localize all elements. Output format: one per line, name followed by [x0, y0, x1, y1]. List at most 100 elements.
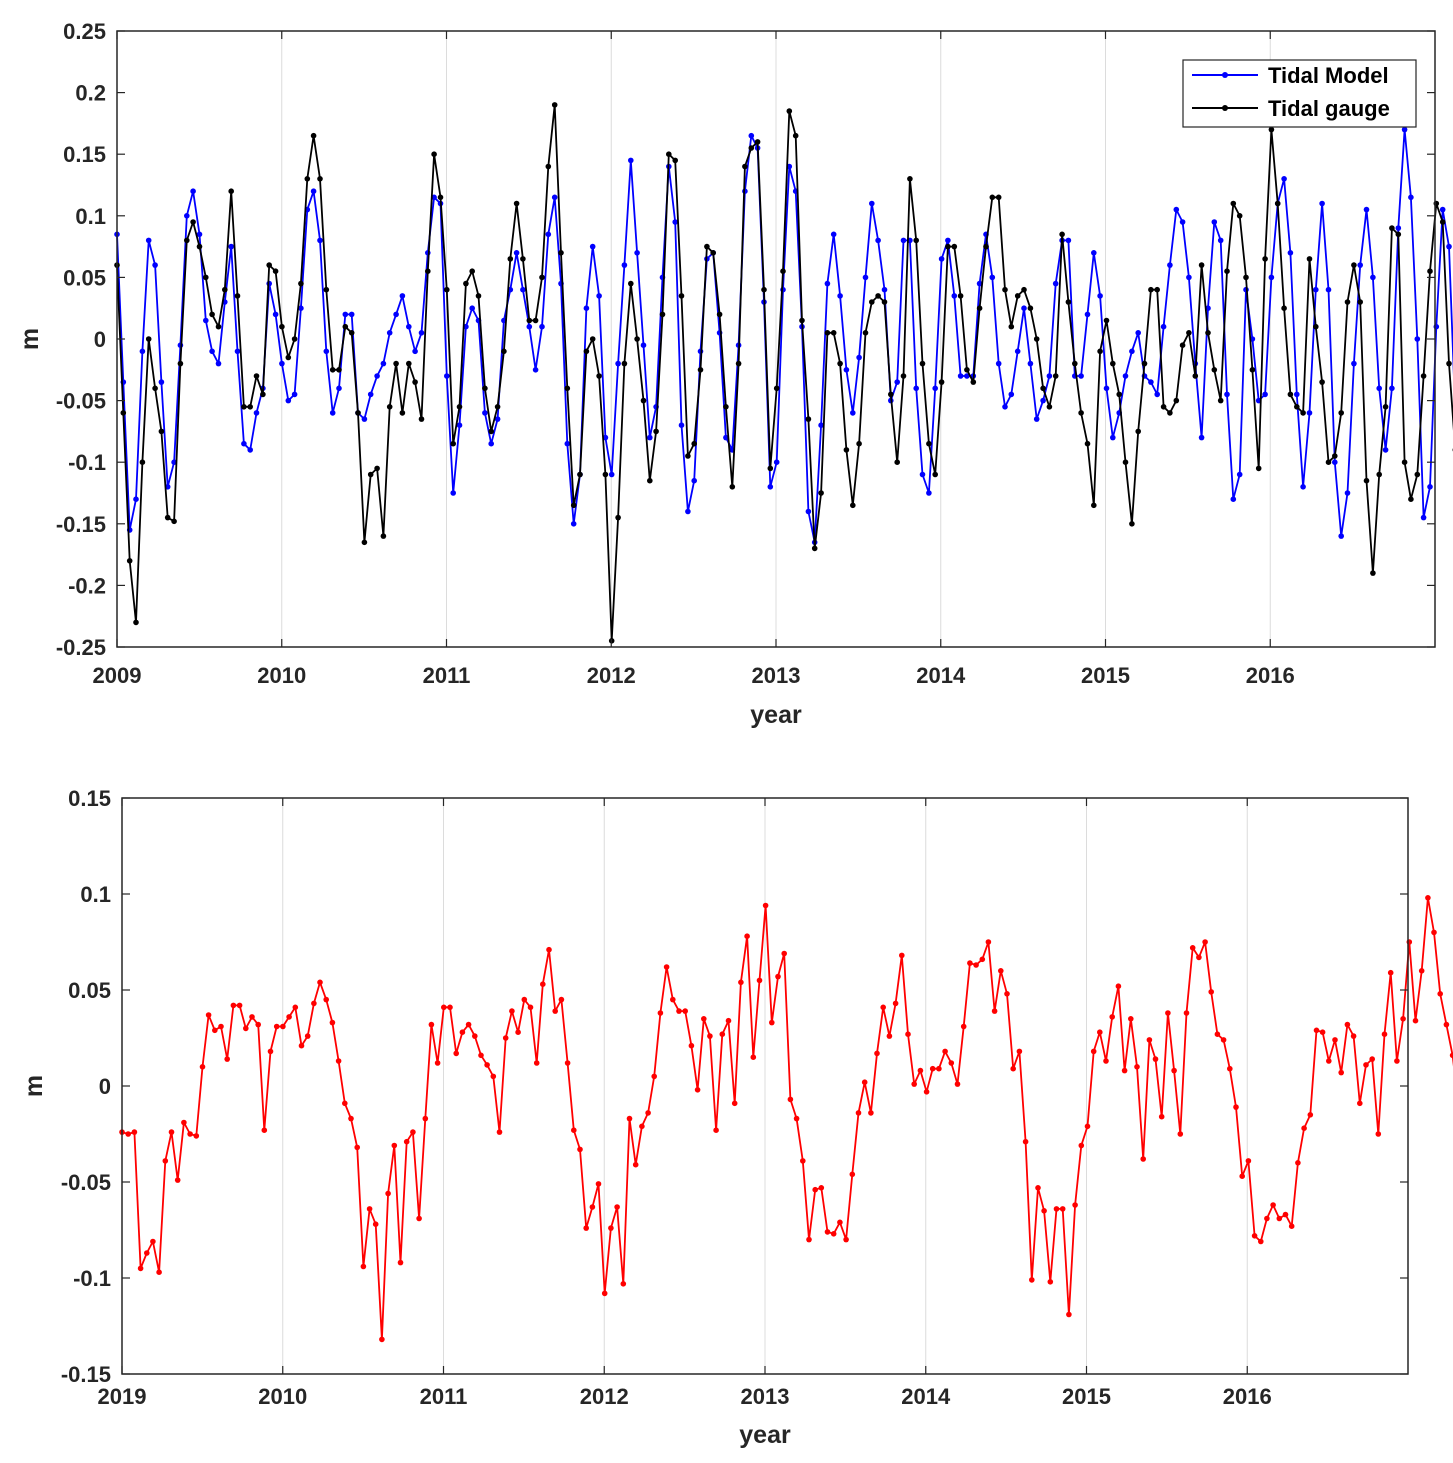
data-point [156, 1269, 162, 1275]
y-axis-label: m [16, 328, 44, 350]
data-point [900, 373, 907, 379]
data-point [292, 1004, 299, 1011]
data-point [1066, 1311, 1072, 1318]
y-tick-label: -0.15 [56, 512, 106, 537]
data-point [1319, 200, 1325, 207]
data-point [1046, 373, 1053, 379]
data-point [355, 410, 361, 416]
data-point [596, 373, 602, 379]
data-point [767, 484, 774, 490]
data-point [279, 323, 285, 330]
data-point [899, 952, 905, 959]
data-point [1053, 1206, 1060, 1212]
data-point [317, 237, 323, 244]
x-tick-labels: 2019 2010 2011 2012 2013 2014 2015 2016 [98, 1384, 1272, 1409]
data-point [1236, 213, 1243, 219]
data-point [391, 1142, 398, 1149]
x-tick-label: 2013 [752, 663, 801, 688]
plot-series [114, 102, 1453, 644]
data-point [196, 243, 203, 250]
data-point [380, 533, 387, 539]
x-tick-label: 2016 [1246, 663, 1295, 688]
data-point [243, 1025, 249, 1032]
y-tick-label: -0.1 [73, 1266, 111, 1291]
data-point [1217, 397, 1224, 404]
data-point [601, 1290, 608, 1297]
data-point [793, 1115, 800, 1122]
data-point [564, 1060, 571, 1066]
data-point [976, 305, 983, 312]
data-point [184, 213, 190, 219]
data-point [707, 1033, 713, 1039]
data-point [158, 379, 165, 385]
data-point [1344, 490, 1351, 496]
data-point [830, 231, 837, 238]
data-point [710, 250, 716, 256]
data-point [855, 1110, 862, 1116]
data-point [1325, 459, 1332, 466]
data-point [1338, 1069, 1344, 1076]
data-point [224, 1056, 230, 1062]
data-point [502, 1035, 509, 1041]
data-point [551, 102, 558, 108]
x-tick-label: 2012 [580, 1384, 629, 1409]
data-point [1128, 1016, 1134, 1022]
x-axis-label: year [750, 701, 802, 729]
data-point [459, 1029, 466, 1035]
data-point [1281, 176, 1287, 182]
data-point [1052, 373, 1059, 379]
data-point [948, 1060, 955, 1066]
data-point [888, 391, 894, 398]
data-point [1135, 330, 1141, 336]
series-difference [119, 895, 1453, 1343]
data-point [1408, 496, 1414, 503]
data-point [742, 163, 748, 170]
data-point [1196, 954, 1202, 961]
data-point [932, 385, 938, 392]
data-point [621, 360, 628, 367]
data-point [126, 558, 133, 564]
data-point [406, 323, 412, 330]
data-point [932, 471, 938, 478]
data-point [215, 360, 222, 367]
data-point [1205, 330, 1211, 336]
data-point [1041, 1208, 1047, 1214]
data-point [1022, 1138, 1029, 1145]
data-point [691, 440, 697, 447]
data-point [938, 256, 945, 262]
data-point [501, 348, 507, 355]
data-point [490, 1073, 497, 1080]
data-point [1072, 360, 1078, 367]
data-point [342, 323, 349, 330]
data-point [291, 391, 298, 398]
data-point [1211, 367, 1218, 373]
data-point [463, 280, 469, 287]
data-point [1351, 262, 1357, 268]
data-point [713, 1127, 719, 1133]
data-point [843, 447, 850, 453]
data-point [1418, 968, 1425, 974]
data-point [272, 311, 279, 318]
data-point [418, 416, 425, 422]
data-point [663, 964, 670, 970]
data-point [1425, 895, 1431, 901]
data-point [1351, 360, 1357, 367]
data-point [1097, 348, 1103, 355]
data-point [298, 305, 304, 312]
data-point [1033, 416, 1040, 422]
data-point [1027, 360, 1034, 367]
data-point [824, 1229, 831, 1235]
data-point [253, 410, 260, 416]
data-point [923, 1089, 930, 1095]
tidal-comparison-chart: 2009 2010 2011 2012 2013 2014 2015 2016 0.250.2… [16, 19, 1453, 729]
data-point [1449, 1052, 1453, 1059]
data-point [410, 1129, 416, 1135]
data-point [317, 979, 323, 986]
data-point [1097, 1029, 1103, 1035]
data-point [304, 1033, 311, 1039]
data-point [1141, 360, 1148, 367]
data-point [1369, 1056, 1375, 1062]
data-point [551, 194, 558, 201]
data-point [1401, 459, 1408, 466]
x-tick-label: 2010 [258, 1384, 307, 1409]
